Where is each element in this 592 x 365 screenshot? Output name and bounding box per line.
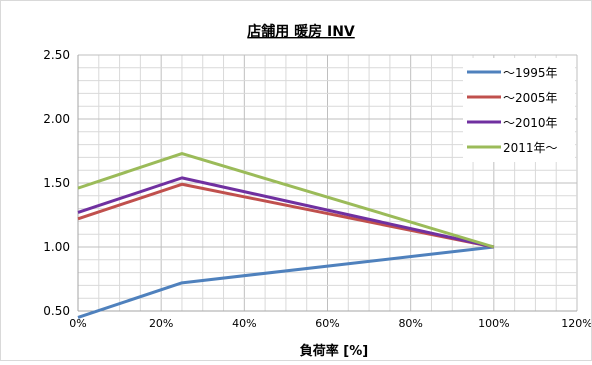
x-tick-label: 40% <box>232 317 256 330</box>
x-tick-label: 120% <box>561 317 591 330</box>
series-line <box>77 245 495 319</box>
legend-label: 2011年～ <box>503 141 558 155</box>
x-tick-label: 60% <box>315 317 339 330</box>
chart-title: 店舗用 暖房 INV <box>247 23 355 40</box>
axes: 0.50 1.00 1.50 2.00 2.50 0% 20% 40% 60% 80% 100% 12… <box>43 48 592 330</box>
y-tick-label: 0.50 <box>43 304 70 318</box>
series-line <box>77 182 495 249</box>
y-tick-label: 1.50 <box>43 176 70 190</box>
x-tick-label: 20% <box>149 317 173 330</box>
series-line <box>77 152 495 249</box>
x-tick-label: 80% <box>398 317 422 330</box>
legend: ～1995年 ～2005年 ～2010年 2011年～ <box>463 58 575 162</box>
x-tick-label: 0% <box>69 317 86 330</box>
series-lines <box>77 152 495 319</box>
legend-label: ～1995年 <box>503 66 558 80</box>
x-axis-label: 負荷率 [%] <box>300 343 368 359</box>
y-tick-label: 1.00 <box>43 240 70 254</box>
legend-background <box>463 58 575 162</box>
legend-label: ～2010年 <box>503 116 558 130</box>
y-tick-label: 2.00 <box>43 112 70 126</box>
x-tick-label: 100% <box>478 317 509 330</box>
y-tick-label: 2.50 <box>43 48 70 62</box>
legend-label: ～2005年 <box>503 91 558 105</box>
series-line <box>77 176 495 249</box>
